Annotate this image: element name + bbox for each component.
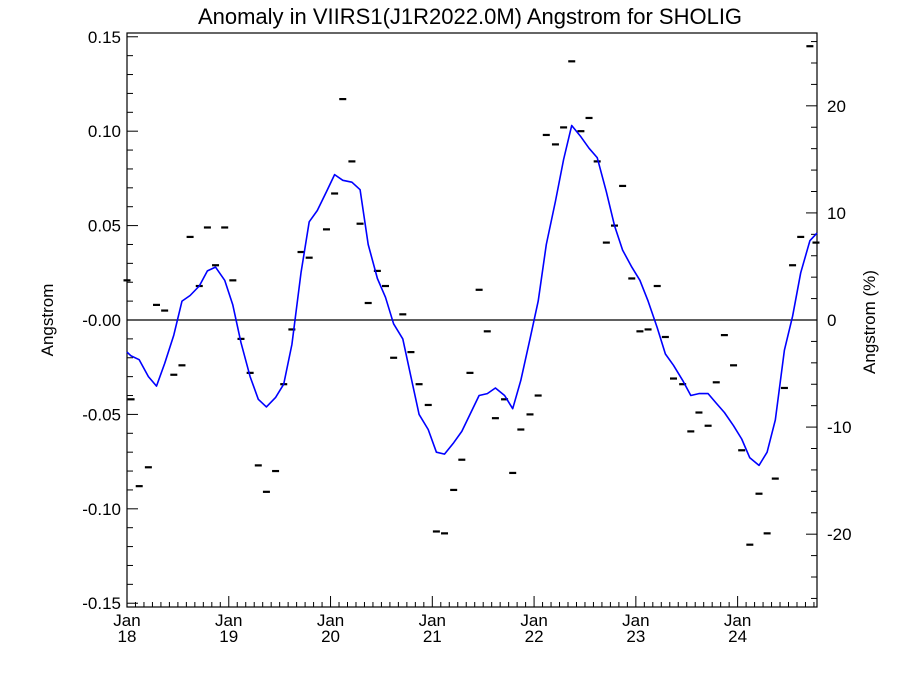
- y-tick-label-right: 10: [827, 204, 846, 223]
- x-tick-label-month: Jan: [520, 611, 547, 630]
- y-tick-label-right: 20: [827, 97, 846, 116]
- tick-labels: 0.15 0.10 0.05 -0.00 -0.05 -0.10 -0.15 20 10 0 -10…: [82, 28, 851, 646]
- y-axis-label-right: Angstrom (%): [860, 270, 879, 374]
- x-tick-label-year: 23: [626, 627, 645, 646]
- x-tick-label-year: 18: [118, 627, 137, 646]
- y-tick-label-left: 0.10: [88, 122, 121, 141]
- y-tick-label-left: -0.05: [82, 405, 121, 424]
- y-tick-label-left: -0.00: [82, 311, 121, 330]
- x-tick-label-year: 22: [525, 627, 544, 646]
- anomaly-line: [126, 124, 818, 467]
- y-tick-label-left: -0.15: [82, 594, 121, 613]
- y-tick-label-left: -0.10: [82, 500, 121, 519]
- y-axis-label-left: Angstrom: [38, 284, 57, 357]
- x-tick-label-year: 21: [423, 627, 442, 646]
- tick-marks: [126, 36, 817, 607]
- y-tick-label-left: 0.05: [88, 217, 121, 236]
- x-tick-label-month: Jan: [724, 611, 751, 630]
- x-tick-label-month: Jan: [317, 611, 344, 630]
- y-tick-label-right: 0: [827, 311, 836, 330]
- x-tick-label-month: Jan: [113, 611, 140, 630]
- x-tick-label-year: 19: [219, 627, 238, 646]
- data-layer: [123, 45, 820, 546]
- x-tick-label-month: Jan: [622, 611, 649, 630]
- x-tick-label-month: Jan: [419, 611, 446, 630]
- y-tick-label-right: -20: [827, 525, 852, 544]
- y-tick-label-left: 0.15: [88, 28, 121, 47]
- y-tick-label-right: -10: [827, 418, 852, 437]
- chart-title: Anomaly in VIIRS1(J1R2022.0M) Angstrom f…: [198, 4, 742, 29]
- x-tick-label-year: 20: [321, 627, 340, 646]
- x-tick-label-month: Jan: [215, 611, 242, 630]
- x-tick-label-year: 24: [728, 627, 747, 646]
